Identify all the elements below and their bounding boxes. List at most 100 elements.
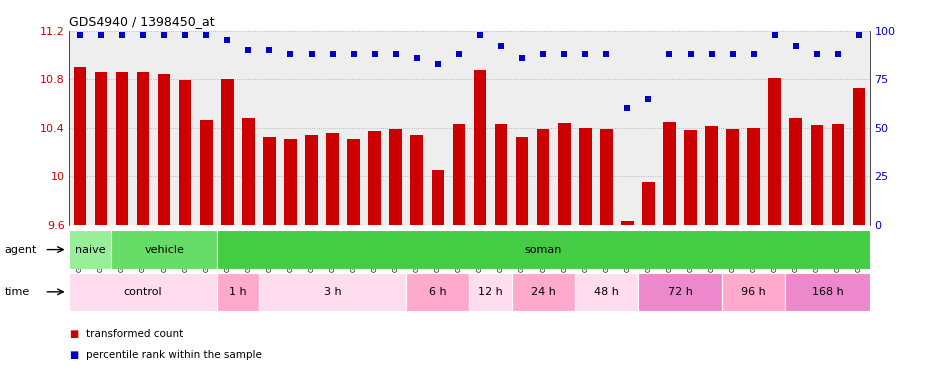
Text: 3 h: 3 h [324, 287, 341, 297]
Point [768, 31, 783, 38]
Point [494, 43, 509, 49]
Bar [663, 122, 676, 225]
Point [136, 31, 151, 38]
Bar [432, 170, 444, 225]
Point [598, 51, 613, 57]
Bar [347, 139, 360, 225]
Point [178, 31, 192, 38]
Bar [216, 230, 870, 269]
Text: soman: soman [524, 245, 561, 255]
Text: time: time [5, 287, 30, 297]
Point [788, 43, 803, 49]
Point [326, 51, 340, 57]
Bar [179, 80, 191, 225]
Bar [112, 230, 216, 269]
Bar [216, 273, 259, 311]
Point [283, 51, 298, 57]
Text: GDS4940 / 1398450_at: GDS4940 / 1398450_at [69, 15, 215, 28]
Text: agent: agent [5, 245, 37, 255]
Point [115, 31, 130, 38]
Point [852, 31, 867, 38]
Text: transformed count: transformed count [86, 329, 183, 339]
Bar [769, 78, 781, 225]
Bar [495, 124, 507, 225]
Bar [74, 67, 86, 225]
Bar [200, 121, 213, 225]
Text: naive: naive [75, 245, 105, 255]
Bar [221, 79, 234, 225]
Bar [305, 135, 318, 225]
Point [240, 47, 255, 53]
Point [704, 51, 719, 57]
Text: percentile rank within the sample: percentile rank within the sample [86, 350, 262, 360]
Bar [705, 126, 718, 225]
Bar [853, 88, 865, 225]
Text: ■: ■ [69, 350, 79, 360]
Point [662, 51, 677, 57]
Bar [621, 221, 634, 225]
Bar [790, 118, 802, 225]
Bar [810, 125, 823, 225]
Point [304, 51, 319, 57]
Point [725, 51, 740, 57]
Point [514, 55, 529, 61]
Point [746, 51, 761, 57]
Bar [69, 230, 112, 269]
Point [367, 51, 382, 57]
Text: ■: ■ [69, 329, 79, 339]
Bar [452, 124, 465, 225]
Point [473, 31, 487, 38]
Bar [69, 273, 216, 311]
Point [156, 31, 171, 38]
Bar [516, 137, 528, 225]
Point [809, 51, 824, 57]
Point [93, 31, 108, 38]
Point [410, 55, 425, 61]
Bar [684, 130, 697, 225]
Point [262, 47, 277, 53]
Point [536, 51, 550, 57]
Point [72, 31, 87, 38]
Point [831, 51, 845, 57]
Text: 168 h: 168 h [811, 287, 844, 297]
Bar [94, 72, 107, 225]
Point [430, 61, 445, 67]
Bar [411, 135, 423, 225]
Point [578, 51, 593, 57]
Bar [242, 118, 254, 225]
Bar [638, 273, 722, 311]
Bar [116, 72, 129, 225]
Bar [832, 124, 845, 225]
Bar [726, 129, 739, 225]
Bar [158, 74, 170, 225]
Text: 24 h: 24 h [531, 287, 556, 297]
Text: 6 h: 6 h [429, 287, 447, 297]
Bar [642, 182, 655, 225]
Bar [722, 273, 785, 311]
Point [557, 51, 572, 57]
Bar [579, 127, 592, 225]
Point [684, 51, 698, 57]
Bar [747, 127, 760, 225]
Bar [785, 273, 869, 311]
Point [220, 37, 235, 43]
Text: 72 h: 72 h [668, 287, 693, 297]
Point [346, 51, 361, 57]
Point [388, 51, 403, 57]
Bar [259, 273, 406, 311]
Bar [558, 123, 571, 225]
Point [199, 31, 214, 38]
Text: 1 h: 1 h [229, 287, 247, 297]
Bar [470, 273, 512, 311]
Text: 48 h: 48 h [594, 287, 619, 297]
Bar [600, 129, 612, 225]
Bar [474, 70, 487, 225]
Bar [574, 273, 638, 311]
Bar [536, 129, 549, 225]
Bar [512, 273, 574, 311]
Point [620, 105, 635, 111]
Bar [263, 137, 276, 225]
Point [451, 51, 466, 57]
Text: 12 h: 12 h [478, 287, 503, 297]
Bar [406, 273, 470, 311]
